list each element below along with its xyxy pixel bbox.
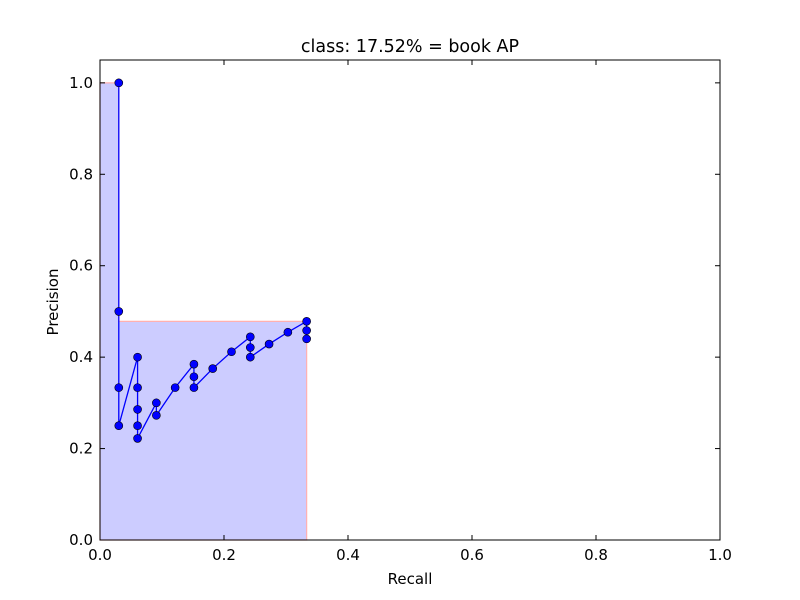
data-point — [245, 343, 255, 352]
data-point — [302, 334, 311, 344]
data-point — [264, 339, 274, 349]
data-point — [152, 398, 161, 408]
x-tick-label: 0.4 — [336, 546, 360, 564]
data-point — [208, 364, 218, 373]
data-point — [227, 347, 236, 357]
data-point — [283, 327, 293, 337]
y-tick-label: 0.4 — [69, 348, 93, 366]
plot-frame — [99, 59, 721, 541]
data-point — [245, 332, 255, 342]
x-axis-label: Recall — [388, 570, 433, 588]
plot-area: 0.0 0.2 0.4 0.6 0.8 1.0 0.0 0.2 0.4 0.6 0.8 1.0 — [69, 59, 732, 564]
data-point — [133, 352, 142, 362]
x-tick-label: 0.2 — [212, 546, 236, 564]
data-point — [189, 383, 199, 392]
data-point — [170, 383, 180, 392]
data-point — [133, 434, 142, 443]
chart-title: class: 17.52% = book AP — [301, 37, 519, 57]
data-point — [114, 421, 124, 431]
data-point — [133, 405, 142, 414]
x-tick-label: 0.0 — [88, 546, 112, 564]
y-axis-label: Precision — [44, 269, 62, 336]
data-point — [189, 372, 199, 382]
data-point — [189, 359, 199, 369]
y-tick-label: 0.8 — [69, 165, 93, 183]
y-tick-label: 0.2 — [69, 440, 93, 458]
x-tick-label: 0.6 — [460, 546, 484, 564]
x-tick-label: 1.0 — [708, 546, 732, 564]
data-point — [302, 326, 311, 335]
y-tick-label: 0.0 — [69, 531, 93, 549]
y-tick-label: 0.6 — [69, 257, 93, 275]
data-point — [114, 383, 124, 392]
data-point — [114, 307, 124, 316]
data-point — [133, 421, 142, 431]
data-point — [152, 411, 161, 420]
data-point — [114, 78, 124, 88]
x-tick-label: 0.8 — [584, 546, 608, 564]
data-point — [133, 383, 142, 392]
data-point — [245, 352, 255, 362]
data-point — [302, 317, 311, 326]
y-tick-label: 1.0 — [69, 74, 93, 92]
